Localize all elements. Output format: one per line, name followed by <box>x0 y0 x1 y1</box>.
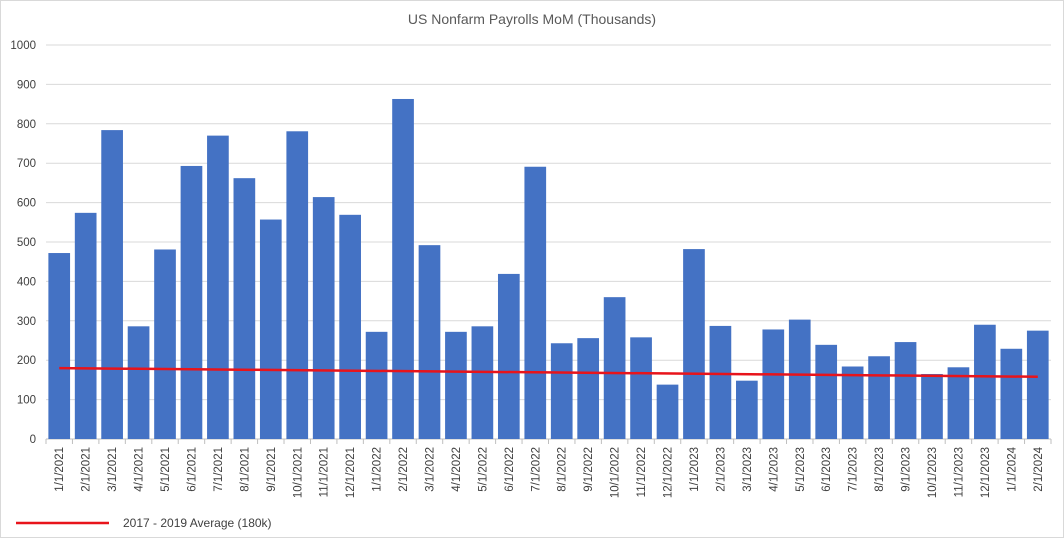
y-tick-label: 100 <box>17 395 36 407</box>
x-tick-label: 4/1/2023 <box>768 447 780 492</box>
y-tick-label: 600 <box>17 198 36 210</box>
x-tick-label: 1/1/2023 <box>689 447 701 492</box>
bar <box>259 219 282 439</box>
bar <box>471 326 494 439</box>
y-tick-label: 900 <box>17 79 36 91</box>
x-tick-label: 5/1/2022 <box>477 447 489 492</box>
bar <box>974 324 996 439</box>
bar <box>365 331 388 439</box>
bar <box>286 131 309 439</box>
x-tick-label: 4/1/2022 <box>451 447 463 492</box>
x-tick-label: 6/1/2022 <box>504 447 516 492</box>
x-tick-label: 9/1/2022 <box>583 447 595 492</box>
legend-label-average: 2017 - 2019 Average (180k) <box>123 516 272 530</box>
bar <box>894 342 917 439</box>
bar <box>233 178 256 439</box>
x-tick-label: 11/1/2022 <box>636 447 648 497</box>
bar <box>207 135 229 439</box>
x-tick-label: 3/1/2023 <box>742 447 754 492</box>
bar <box>815 344 838 439</box>
bar <box>524 166 547 439</box>
bar <box>577 338 600 439</box>
x-tick-label: 7/1/2021 <box>213 447 225 492</box>
x-tick-label: 12/1/2021 <box>345 447 357 498</box>
x-tick-label: 8/1/2023 <box>874 447 886 492</box>
x-tick-label: 4/1/2021 <box>134 447 146 492</box>
bar <box>445 331 467 439</box>
average-line <box>59 366 1038 378</box>
bar <box>74 212 97 439</box>
x-tick-label: 9/1/2023 <box>901 447 913 492</box>
bar <box>656 384 679 439</box>
x-tick-label: 11/1/2023 <box>953 447 965 497</box>
x-tick-label: 9/1/2021 <box>266 447 278 492</box>
x-tick-label: 5/1/2021 <box>160 447 172 492</box>
y-tick-label: 400 <box>17 276 36 288</box>
bar <box>392 98 414 439</box>
x-axis: 1/1/2021 2/1/2021 3/1/2021 4/1/2021 5/1/2021… <box>45 439 1052 498</box>
y-tick-label: 0 <box>30 434 36 446</box>
x-tick-label: 11/1/2021 <box>319 447 331 497</box>
y-tick-label: 800 <box>17 119 36 131</box>
average-line-series <box>59 366 1038 378</box>
x-tick-label: 2/1/2024 <box>1033 446 1045 491</box>
bar <box>736 380 758 439</box>
bar <box>1000 348 1023 439</box>
bar <box>180 165 203 439</box>
bar <box>312 197 335 439</box>
bar <box>48 253 71 439</box>
x-tick-label: 8/1/2021 <box>239 447 251 492</box>
x-tick-label: 1/1/2022 <box>372 447 384 492</box>
bar <box>841 366 864 439</box>
bar <box>1026 330 1049 439</box>
bar <box>683 249 705 439</box>
bar <box>630 337 652 439</box>
bar <box>947 367 970 439</box>
bar <box>603 297 626 439</box>
x-tick-label: 12/1/2022 <box>663 447 675 498</box>
y-tick-label: 1000 <box>10 40 36 52</box>
x-tick-label: 10/1/2022 <box>610 447 622 498</box>
x-tick-label: 6/1/2023 <box>821 447 833 492</box>
x-tick-label: 5/1/2023 <box>795 447 807 492</box>
bar <box>418 245 441 439</box>
bar <box>709 325 732 439</box>
x-tick-label: 2/1/2022 <box>398 447 410 492</box>
x-tick-label: 7/1/2022 <box>530 447 542 492</box>
x-tick-label: 7/1/2023 <box>848 447 860 492</box>
bar <box>868 356 890 439</box>
x-tick-label: 6/1/2021 <box>186 447 198 492</box>
bar <box>550 343 573 439</box>
bar <box>788 319 811 439</box>
x-tick-label: 8/1/2022 <box>557 447 569 492</box>
bar <box>921 373 943 439</box>
y-axis: 0 100 200 300 400 500 600 700 800 900 1000 <box>10 40 36 446</box>
bar-series <box>48 98 1049 439</box>
x-tick-label: 10/1/2023 <box>927 447 939 498</box>
bar <box>154 249 176 439</box>
y-tick-label: 200 <box>17 355 36 367</box>
x-tick-label: 3/1/2021 <box>107 447 119 492</box>
bar <box>497 273 520 439</box>
x-tick-label: 2/1/2023 <box>715 447 727 492</box>
x-tick-label: 12/1/2023 <box>980 447 992 498</box>
y-tick-label: 500 <box>17 237 36 249</box>
bar <box>762 329 785 439</box>
x-tick-label: 1/1/2024 <box>1006 446 1018 491</box>
x-tick-label: 10/1/2021 <box>292 447 304 498</box>
legend: 2017 - 2019 Average (180k) <box>16 516 272 530</box>
bar <box>101 130 123 439</box>
y-tick-label: 700 <box>17 158 36 170</box>
bar <box>127 326 150 439</box>
x-tick-label: 3/1/2022 <box>424 447 436 492</box>
bar <box>339 214 361 439</box>
chart-title: US Nonfarm Payrolls MoM (Thousands) <box>408 11 656 27</box>
y-tick-label: 300 <box>17 316 36 328</box>
x-tick-label: 2/1/2021 <box>81 447 93 492</box>
x-tick-label: 1/1/2021 <box>54 447 66 492</box>
